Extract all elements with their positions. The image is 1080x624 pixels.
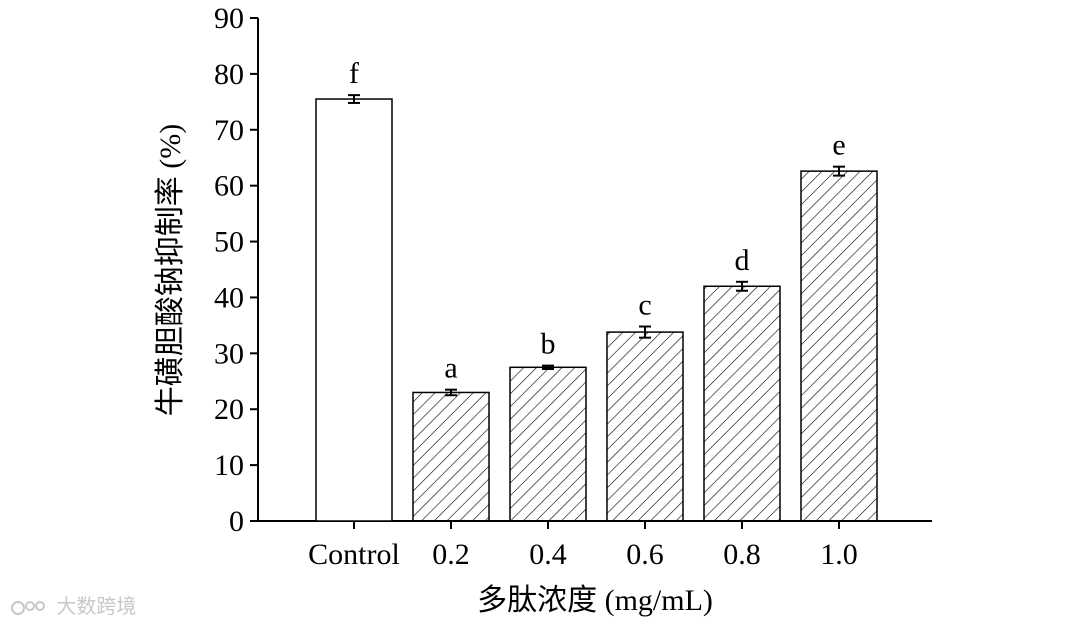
significance-label: a (444, 352, 457, 385)
y-tick-label: 80 (214, 58, 244, 91)
y-tick-label: 0 (229, 505, 244, 538)
x-axis: Control 0.2 0.4 0.6 0.8 1.0 (258, 520, 932, 571)
x-tick-label: 0.2 (432, 538, 470, 571)
bar (800, 170, 878, 522)
y-tick-label: 20 (214, 393, 244, 426)
bar (412, 391, 490, 522)
watermark-logo-icon (11, 600, 45, 615)
y-tick-label: 30 (214, 337, 244, 370)
significance-label: d (735, 244, 750, 277)
x-axis-title: 多肽浓度 (mg/mL) (477, 584, 713, 617)
significance-label: f (349, 57, 359, 90)
x-tick-label: 0.4 (529, 538, 567, 571)
bars: f a b c d e (315, 57, 878, 522)
significance-label: c (638, 289, 651, 322)
y-axis-title: 牛磺胆酸钠抑制率 (%) (154, 124, 187, 416)
y-tick-label: 70 (214, 114, 244, 147)
significance-label: b (541, 328, 556, 361)
x-tick-label: Control (308, 538, 400, 571)
significance-label: e (832, 129, 845, 162)
bar (315, 98, 393, 522)
y-axis: 0 10 20 30 40 50 60 70 80 90 (214, 2, 259, 538)
x-tick-label: 0.8 (723, 538, 761, 571)
y-tick-label: 40 (214, 281, 244, 314)
bar (509, 366, 587, 522)
x-tick-label: 0.6 (626, 538, 664, 571)
x-tick-label: 1.0 (820, 538, 858, 571)
y-tick-label: 60 (214, 170, 244, 203)
y-tick-label: 90 (214, 2, 244, 35)
y-tick-label: 50 (214, 226, 244, 259)
watermark: 大数跨境 (10, 590, 136, 619)
bar (703, 285, 781, 522)
y-tick-label: 10 (214, 449, 244, 482)
watermark-text: 大数跨境 (56, 594, 137, 618)
bar (606, 331, 684, 522)
